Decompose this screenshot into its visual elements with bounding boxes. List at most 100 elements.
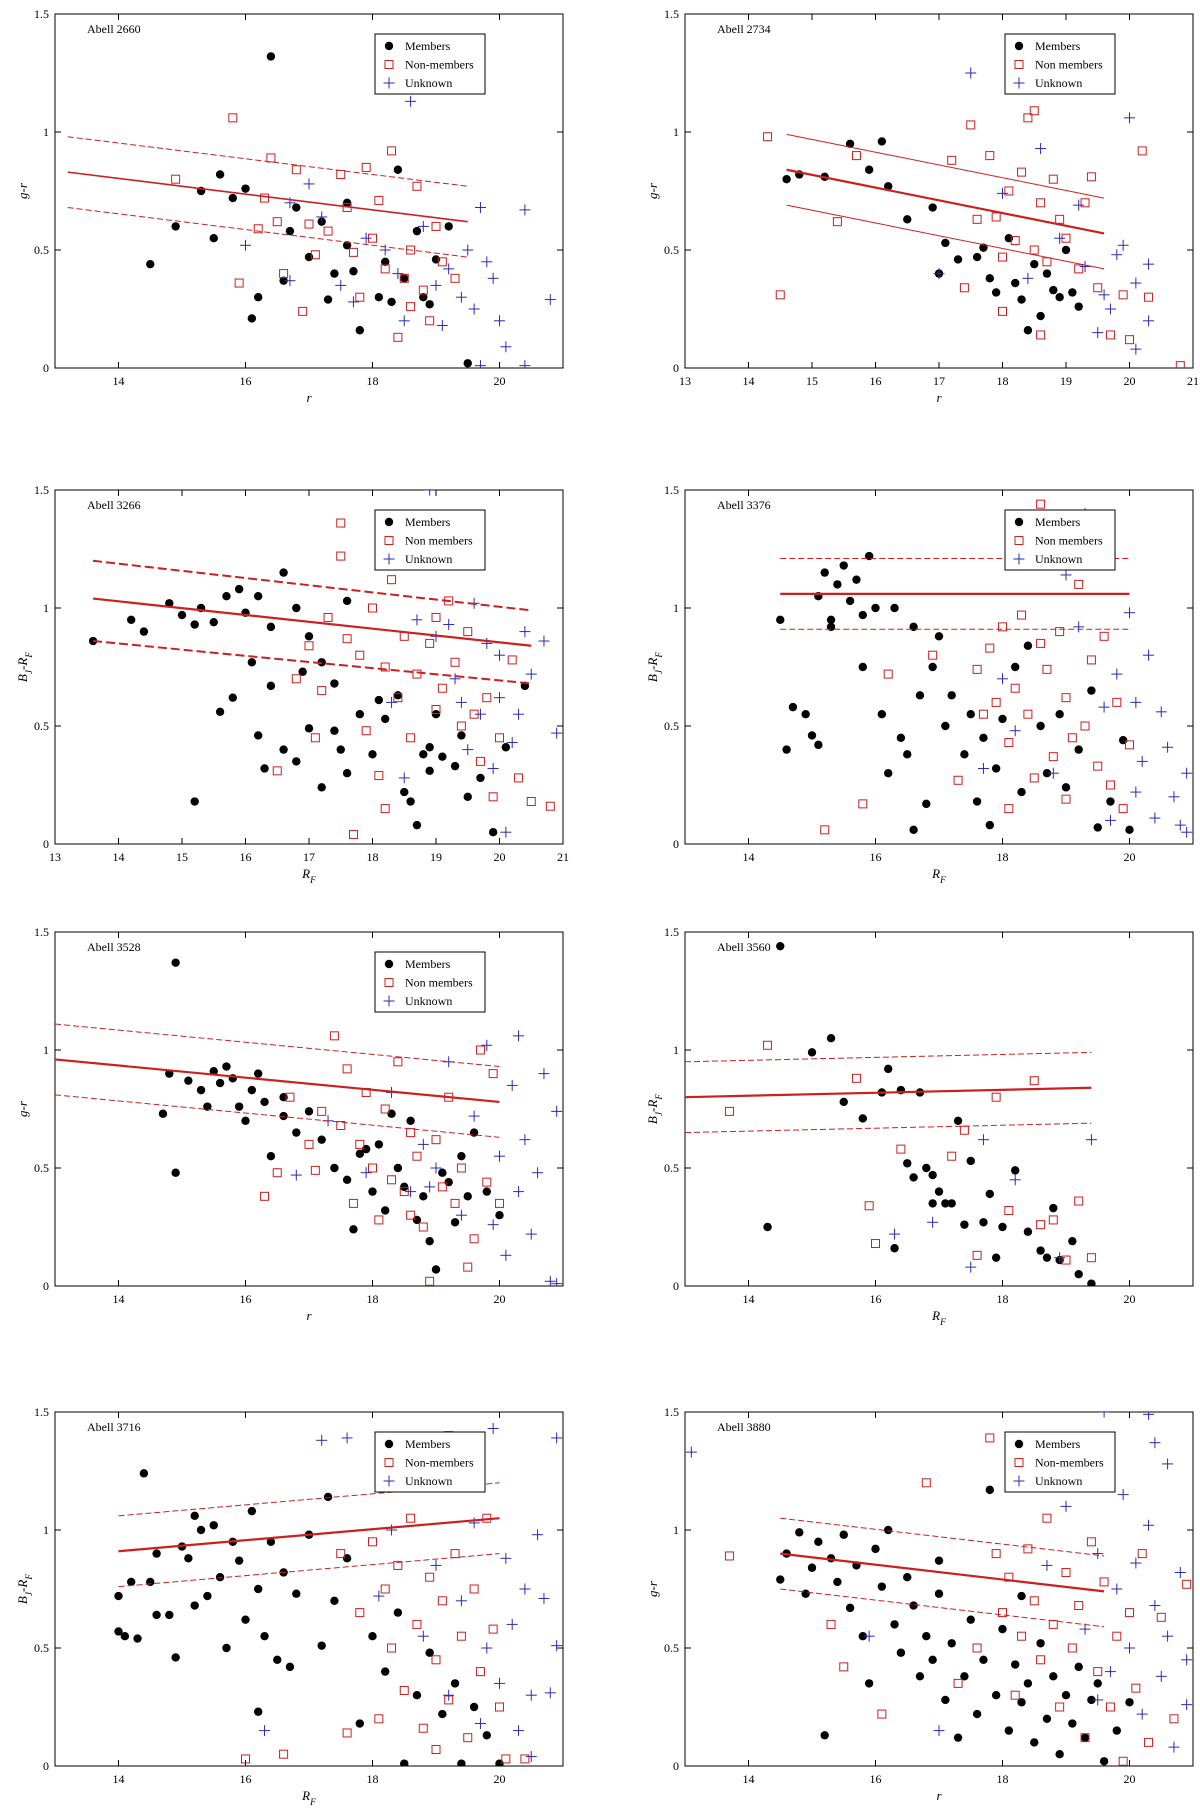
member-point xyxy=(1099,1757,1109,1766)
member-point xyxy=(1074,1662,1083,1672)
cluster-title: Abell 2734 xyxy=(717,22,771,36)
non-member-point xyxy=(266,153,276,163)
non-member-point xyxy=(456,1163,466,1173)
legend-label: Members xyxy=(405,39,451,53)
y-tick-label: 1.5 xyxy=(664,7,679,21)
member-point xyxy=(400,1182,409,1192)
non-member-point xyxy=(1125,1608,1134,1618)
legend-label: Unknown xyxy=(405,76,452,90)
member-point xyxy=(349,267,358,276)
non-member-point xyxy=(348,830,358,840)
unknown-point xyxy=(1035,143,1047,155)
member-point xyxy=(234,1102,244,1111)
unknown-point xyxy=(525,1228,537,1240)
member-point xyxy=(457,1759,466,1766)
member-point xyxy=(349,1225,358,1234)
unknown-point xyxy=(1079,261,1091,273)
unknown-point xyxy=(500,341,512,353)
non-member-point xyxy=(304,641,314,651)
member-point xyxy=(782,175,791,184)
member-point xyxy=(1049,1672,1058,1681)
unknown-point xyxy=(494,649,505,661)
non-member-point xyxy=(298,306,308,316)
unknown-point xyxy=(436,320,448,332)
plot-area xyxy=(88,490,563,840)
y-axis-label: g-r xyxy=(15,1100,30,1117)
member-point xyxy=(196,1525,206,1535)
member-point xyxy=(826,615,836,624)
legend-label: Members xyxy=(1035,515,1081,529)
unknown-point xyxy=(443,1689,455,1701)
member-point xyxy=(374,293,384,302)
member-point xyxy=(941,721,950,731)
member-point xyxy=(323,1492,333,1502)
member-point xyxy=(1023,326,1033,335)
non-member-point xyxy=(1086,655,1096,665)
plot-area xyxy=(114,1423,563,1766)
y-axis-label: BJ-RF xyxy=(15,1574,35,1604)
chart-panel-8: 14 16 18 20 0 0.5 1 1.5 r g-r Abell 3880 Members Non… xyxy=(645,1405,1194,1803)
member-point xyxy=(165,599,174,608)
member-point xyxy=(1017,1698,1026,1707)
non-member-point xyxy=(985,1433,995,1443)
member-point xyxy=(425,766,434,776)
non-member-point xyxy=(1086,1537,1096,1547)
unknown-point xyxy=(474,1718,486,1730)
non-member-point xyxy=(355,650,365,660)
member-point xyxy=(425,300,434,309)
unknown-point xyxy=(519,1583,531,1595)
cluster-title: Abell 3376 xyxy=(717,498,771,512)
member-point xyxy=(254,293,263,302)
member-point xyxy=(400,274,409,283)
member-point xyxy=(444,222,453,231)
member-point xyxy=(152,1549,161,1558)
non-member-point xyxy=(368,603,377,613)
non-member-point xyxy=(928,650,938,660)
non-member-point xyxy=(1131,1683,1141,1693)
member-point xyxy=(864,551,874,561)
member-point xyxy=(1093,823,1102,832)
member-point xyxy=(463,792,472,801)
unknown-point xyxy=(487,1219,499,1231)
non-member-point xyxy=(1105,330,1115,340)
non-member-point xyxy=(1125,335,1134,345)
non-member-point xyxy=(323,226,333,236)
member-point xyxy=(342,596,352,606)
member-point xyxy=(903,215,912,224)
non-member-point xyxy=(1061,794,1071,804)
x-tick-label: 15 xyxy=(806,374,818,388)
member-point xyxy=(381,714,390,724)
non-member-point xyxy=(437,1182,447,1192)
unknown-point xyxy=(379,244,391,256)
non-member-point xyxy=(851,1073,861,1083)
y-tick-label: 1 xyxy=(43,601,49,615)
member-point xyxy=(247,1085,257,1095)
non-member-point xyxy=(1112,1631,1122,1641)
y-tick-label: 1 xyxy=(43,1043,49,1057)
non-member-point xyxy=(425,638,435,648)
non-member-point xyxy=(1029,245,1039,255)
non-member-point xyxy=(336,518,346,528)
unknown-point xyxy=(965,67,977,79)
member-point xyxy=(171,222,180,231)
unknown-point xyxy=(1104,1666,1116,1678)
non-member-point xyxy=(858,799,868,809)
non-member-point xyxy=(380,264,390,274)
legend-label: Members xyxy=(405,515,451,529)
unknown-point xyxy=(383,995,395,1007)
non-member-point xyxy=(1112,697,1122,707)
unknown-point xyxy=(551,1432,563,1444)
plot-frame xyxy=(54,13,564,369)
non-member-point xyxy=(1036,1655,1046,1665)
member-point xyxy=(158,1109,168,1118)
non-member-point xyxy=(482,693,492,703)
member-point xyxy=(814,1537,823,1547)
unknown-point xyxy=(430,1162,442,1174)
y-tick-label: 1 xyxy=(43,125,49,139)
member-point xyxy=(184,1076,193,1085)
unknown-point xyxy=(933,268,945,280)
non-member-point xyxy=(253,224,263,234)
member-point xyxy=(972,252,982,262)
member-point xyxy=(279,1111,288,1121)
